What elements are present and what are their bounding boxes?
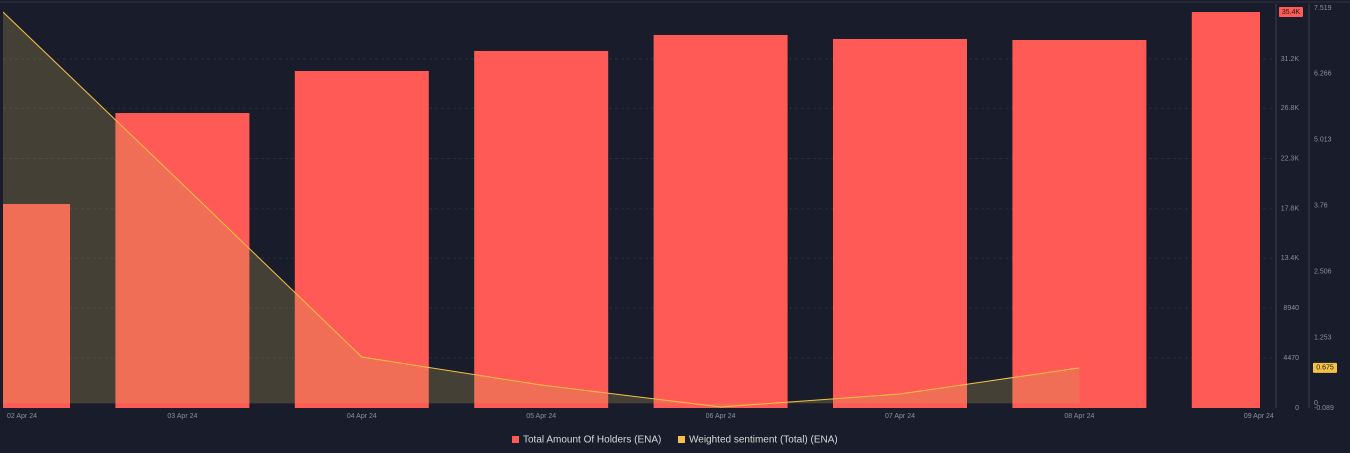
x-tick-label: 06 Apr 24 <box>706 413 736 420</box>
bar <box>115 113 250 408</box>
sentiment-line <box>3 11 1080 408</box>
value-badge-label: 0.675 <box>1316 365 1334 372</box>
bar <box>294 70 429 408</box>
bars <box>3 12 1260 409</box>
y2-tick-label: 1.253 <box>1314 334 1332 341</box>
bar <box>3 203 70 408</box>
value-badge <box>1279 7 1303 18</box>
y2-tick-label: -0.089 <box>1314 405 1334 412</box>
x-tick-label: 02 Apr 24 <box>7 413 37 420</box>
y2-tick-label: 3.76 <box>1314 202 1328 209</box>
bar <box>653 34 788 409</box>
x-tick-label: 07 Apr 24 <box>885 413 915 420</box>
y2-tick-label: 0 <box>1314 400 1318 407</box>
legend: Total Amount Of Holders (ENA) Weighted se… <box>512 435 838 446</box>
value-badge-label: 35.4K <box>1282 9 1301 16</box>
y-tick-label: 13.4K <box>1281 255 1300 262</box>
y2-tick-label: 6.266 <box>1314 71 1332 78</box>
x-tick-label: 05 Apr 24 <box>526 413 556 420</box>
value-badge <box>1313 362 1337 373</box>
bar <box>474 50 609 408</box>
y-tick-label: 17.8K <box>1281 206 1300 213</box>
y-tick-label: 4470 <box>1283 355 1299 362</box>
y2-tick-label: 2.506 <box>1314 268 1332 275</box>
lines <box>3 11 1080 408</box>
bar <box>1191 12 1260 408</box>
x-tick-label: 09 Apr 24 <box>1244 413 1274 420</box>
sentiment-area <box>3 11 1080 408</box>
bar <box>1012 39 1147 408</box>
legend-label: Weighted sentiment (Total) (ENA) <box>689 435 838 446</box>
x-tick-label: 08 Apr 24 <box>1064 413 1094 420</box>
x-tick-label: 04 Apr 24 <box>347 413 377 420</box>
legend-swatch <box>678 436 685 443</box>
legend-swatch <box>512 436 519 443</box>
y-tick-label: 26.8K <box>1281 105 1300 112</box>
y2-tick-label: 5.013 <box>1314 137 1332 144</box>
y-tick-label: 31.2K <box>1281 56 1300 63</box>
y-tick-label: 22.3K <box>1281 155 1300 162</box>
y-tick-label: 0 <box>1295 405 1299 412</box>
bar <box>833 38 967 408</box>
legend-label: Total Amount Of Holders (ENA) <box>523 435 661 446</box>
x-tick-label: 03 Apr 24 <box>167 413 197 420</box>
y2-tick-label: 7.519 <box>1314 5 1332 12</box>
y-tick-label: 8940 <box>1283 305 1299 312</box>
axes: 0 4470 8940 13.4K 17.8K 22.3K 26.8K 31.2K -0.089… <box>7 5 1337 420</box>
